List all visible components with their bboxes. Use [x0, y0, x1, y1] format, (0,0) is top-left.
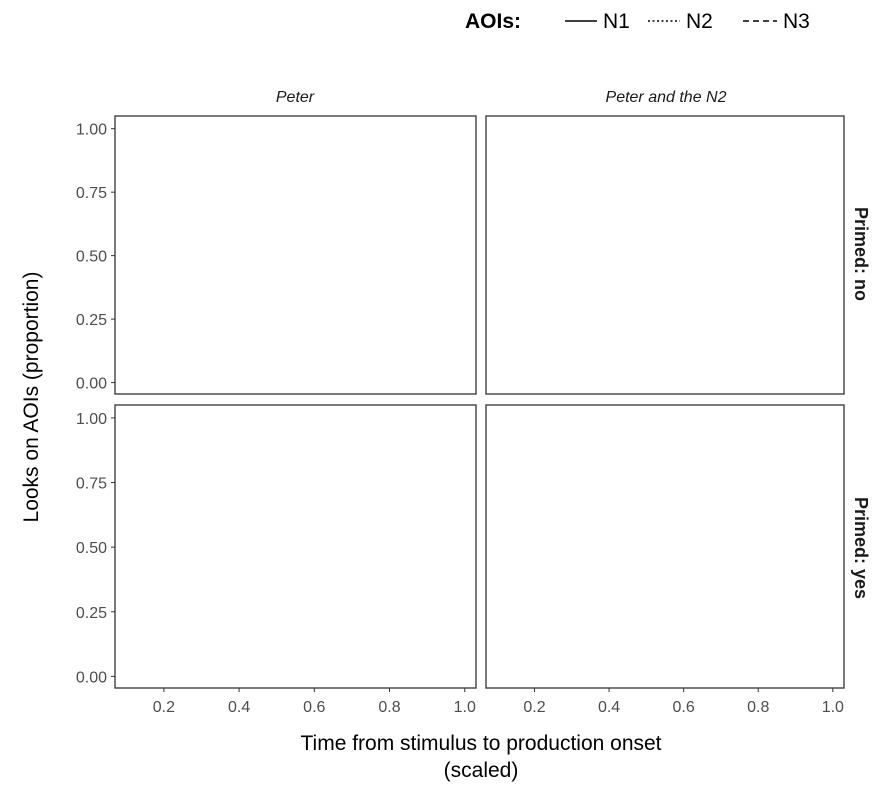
- y-tick-label: 1.00: [76, 122, 107, 139]
- x-tick-label: 0.8: [747, 699, 769, 716]
- legend-label-n2: N2: [686, 10, 713, 33]
- x-tick-label: 0.2: [153, 699, 175, 716]
- x-tick-label: 0.6: [673, 699, 695, 716]
- y-tick-label: 1.00: [76, 411, 107, 428]
- y-tick-label: 0.75: [76, 476, 107, 493]
- panel-border: [114, 404, 477, 689]
- x-axis-title-line2: (scaled): [444, 759, 519, 782]
- facet-row-label-primed-no: Primed: no: [851, 207, 871, 301]
- panel-border: [114, 115, 477, 395]
- y-tick-label: 0.50: [76, 249, 107, 266]
- legend-label-n3: N3: [783, 10, 810, 33]
- panel-peter-primed-yes: 0.00 0.25 0.50 0.75 1.00 0.2 0.4 0.6 0.8 1.0: [76, 404, 477, 716]
- facet-row-label-primed-yes: Primed: yes: [851, 497, 871, 599]
- x-tick-label: 1.0: [454, 699, 476, 716]
- x-tick-label: 0.6: [303, 699, 325, 716]
- panel-peter-and-the-n2-primed-no: [485, 115, 845, 395]
- x-axis-title: Time from stimulus to production onset: [300, 732, 661, 755]
- x-tick-label: 0.4: [598, 699, 620, 716]
- panel-border: [485, 404, 845, 689]
- y-tick-label: 0.00: [76, 376, 107, 393]
- y-tick-label: 0.75: [76, 185, 107, 202]
- panel-peter-primed-no: 0.00 0.25 0.50 0.75 1.00: [76, 115, 477, 395]
- y-tick-label: 0.00: [76, 669, 107, 686]
- y-tick-label: 0.25: [76, 312, 107, 329]
- facet-panels: 0.000.250.500.751.000.000.250.500.751.00…: [76, 115, 845, 716]
- x-tick-label: 1.0: [822, 699, 844, 716]
- legend: AOIs: N1 N2 N3: [465, 10, 810, 33]
- facet-column-label-peter: Peter: [276, 89, 315, 106]
- y-tick-label: 0.50: [76, 540, 107, 557]
- legend-title: AOIs:: [465, 10, 521, 33]
- x-tick-label: 0.8: [378, 699, 400, 716]
- x-tick-label: 0.4: [228, 699, 250, 716]
- panel-peter-and-the-n2-primed-yes: 0.2 0.4 0.6 0.8 1.0: [485, 404, 845, 716]
- facet-column-label-peter-and-the-n2: Peter and the N2: [606, 89, 727, 106]
- x-tick-label: 0.2: [523, 699, 545, 716]
- panel-border: [485, 115, 845, 395]
- legend-label-n1: N1: [603, 10, 630, 33]
- y-tick-label: 0.25: [76, 605, 107, 622]
- y-axis-title: Looks on AOIs (proportion): [20, 272, 43, 523]
